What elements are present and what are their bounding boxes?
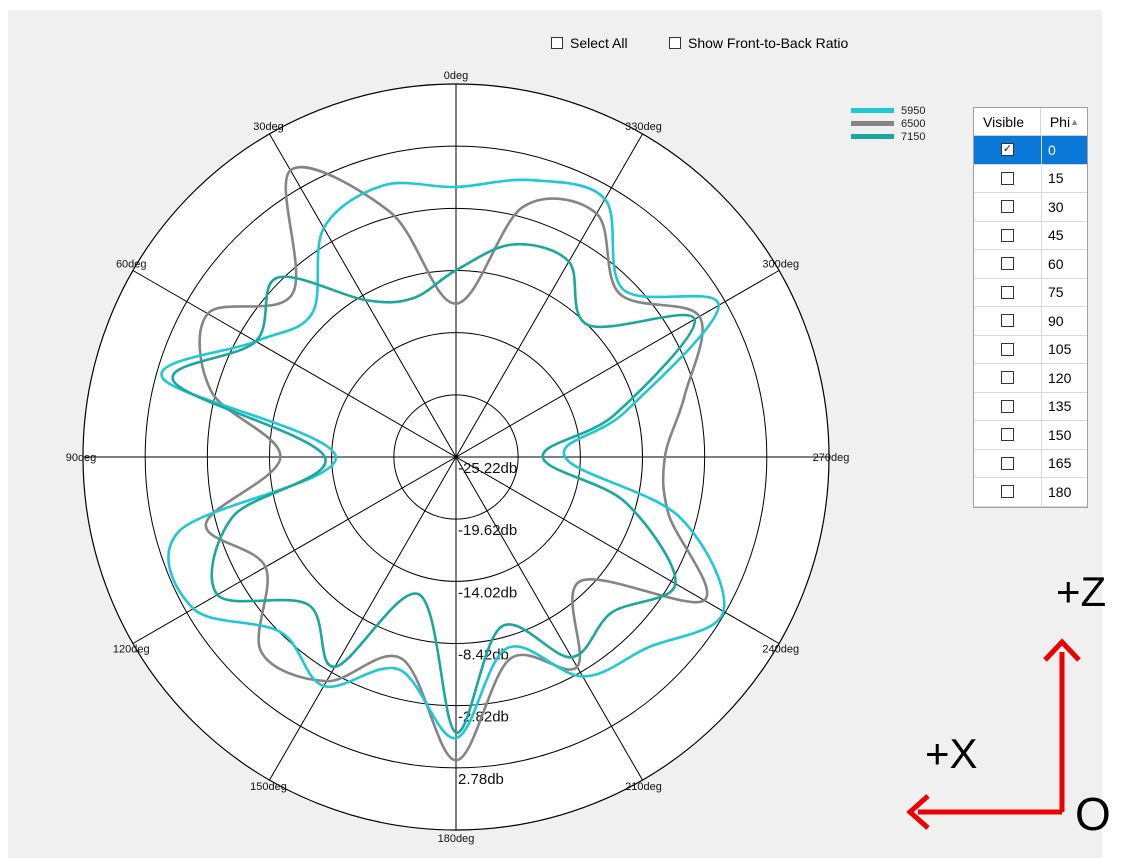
chart-legend: 5950 6500 7150	[851, 104, 925, 143]
legend-swatch	[851, 121, 894, 126]
phi-table: Visible Phi ▲ ✓ 0 15 30 45 60 75 90 105 120 135 150…	[973, 107, 1088, 508]
phi-row[interactable]: 120	[974, 364, 1087, 393]
phi-cell: 150	[1048, 426, 1072, 443]
angular-tick-label: 90deg	[66, 452, 97, 464]
phi-cell: 60	[1048, 255, 1064, 272]
phi-row[interactable]: 150	[974, 421, 1087, 450]
legend-item: 7150	[851, 130, 925, 143]
select-all-checkbox[interactable]: Select All	[551, 34, 628, 52]
phi-cell: 180	[1048, 483, 1072, 500]
phi-row[interactable]: 30	[974, 193, 1087, 222]
angular-tick-label: 270deg	[813, 452, 850, 464]
phi-row[interactable]: 90	[974, 307, 1087, 336]
phi-row[interactable]: 75	[974, 278, 1087, 307]
phi-column-header[interactable]: Phi ▲	[1041, 114, 1087, 130]
legend-swatch	[851, 108, 894, 113]
legend-item: 5950	[851, 104, 925, 117]
legend-item: 6500	[851, 117, 925, 130]
phi-row[interactable]: 60	[974, 250, 1087, 279]
phi-cell: 30	[1048, 198, 1064, 215]
angular-tick-label: 60deg	[116, 259, 147, 271]
angular-tick-label: 240deg	[762, 644, 799, 656]
visible-cell	[974, 164, 1042, 192]
checkbox-box[interactable]	[669, 37, 681, 49]
phi-row[interactable]: ✓ 0	[974, 136, 1087, 165]
visible-checkbox[interactable]	[1001, 200, 1014, 214]
phi-row[interactable]: 135	[974, 392, 1087, 421]
visible-cell	[974, 221, 1042, 249]
phi-row[interactable]: 105	[974, 335, 1087, 364]
visible-checkbox[interactable]	[1001, 399, 1014, 413]
radial-tick-label: -25.22db	[458, 460, 517, 477]
angular-tick-label: 210deg	[625, 781, 662, 793]
visible-checkbox[interactable]	[1001, 228, 1014, 242]
legend-label: 6500	[901, 117, 926, 130]
phi-cell: 105	[1048, 341, 1072, 358]
visible-column-header[interactable]: Visible	[974, 108, 1041, 135]
angular-tick-label: 30deg	[253, 121, 284, 133]
visible-checkbox[interactable]	[1001, 342, 1014, 356]
visible-cell	[974, 478, 1042, 506]
phi-row[interactable]: 180	[974, 478, 1087, 507]
x-axis-label: +X	[925, 730, 978, 777]
series-line-6500	[198, 165, 709, 762]
phi-header-label: Phi	[1049, 113, 1071, 130]
radial-tick-label: 2.78db	[458, 771, 504, 788]
select-all-label: Select All	[570, 35, 628, 51]
series-line-7150	[171, 242, 696, 734]
checkbox-box[interactable]	[551, 37, 563, 49]
show-ftb-label: Show Front-to-Back Ratio	[688, 35, 849, 51]
series-line-5950	[160, 178, 726, 740]
sort-up-icon: ▲	[1070, 116, 1079, 127]
phi-cell: 0	[1048, 141, 1056, 158]
angular-tick-label: 330deg	[625, 121, 662, 133]
phi-cell: 135	[1048, 398, 1072, 415]
angular-tick-label: 180deg	[438, 833, 475, 845]
visible-cell	[974, 250, 1042, 278]
z-axis-label: +Z	[1056, 568, 1107, 615]
angular-tick-label: 300deg	[762, 259, 799, 271]
visible-cell	[974, 392, 1042, 420]
legend-swatch	[851, 134, 894, 139]
visible-cell	[974, 193, 1042, 221]
phi-row[interactable]: 165	[974, 449, 1087, 478]
phi-cell: 75	[1048, 284, 1064, 301]
visible-checkbox[interactable]	[1001, 371, 1014, 385]
visible-cell	[974, 449, 1042, 477]
visible-checkbox[interactable]	[1001, 456, 1014, 470]
phi-row[interactable]: 15	[974, 164, 1087, 193]
origin-label: O	[1075, 788, 1111, 840]
visible-checkbox[interactable]	[1001, 428, 1014, 442]
visible-checkbox[interactable]	[1001, 257, 1014, 271]
show-ftb-checkbox[interactable]: Show Front-to-Back Ratio	[669, 34, 848, 52]
visible-cell	[974, 364, 1042, 392]
phi-table-header: Visible Phi ▲	[974, 108, 1087, 136]
phi-cell: 120	[1048, 369, 1072, 386]
visible-cell	[974, 278, 1042, 306]
polar-spoke	[269, 133, 643, 781]
visible-cell: ✓	[974, 136, 1042, 164]
phi-cell: 165	[1048, 455, 1072, 472]
visible-cell	[974, 421, 1042, 449]
phi-row[interactable]: 45	[974, 221, 1087, 250]
visible-checkbox[interactable]	[1001, 285, 1014, 299]
visible-checkbox[interactable]	[1001, 171, 1014, 185]
angular-tick-label: 150deg	[250, 781, 287, 793]
phi-cell: 90	[1048, 312, 1064, 329]
visible-checkbox[interactable]	[1001, 314, 1014, 328]
phi-cell: 45	[1048, 227, 1064, 244]
radial-tick-label: -19.62db	[458, 522, 517, 539]
legend-label: 5950	[901, 104, 926, 117]
visible-checkbox[interactable]: ✓	[1001, 143, 1014, 157]
visible-cell	[974, 335, 1042, 363]
visible-cell	[974, 307, 1042, 335]
phi-cell: 15	[1048, 170, 1064, 187]
visible-checkbox[interactable]	[1001, 485, 1014, 499]
angular-tick-label: 120deg	[113, 644, 150, 656]
legend-label: 7150	[901, 130, 926, 143]
angular-tick-label: 0deg	[444, 70, 468, 82]
phi-table-body: ✓ 0 15 30 45 60 75 90 105 120 135 150 165 180	[974, 136, 1087, 507]
radial-tick-label: -14.02db	[458, 584, 517, 601]
